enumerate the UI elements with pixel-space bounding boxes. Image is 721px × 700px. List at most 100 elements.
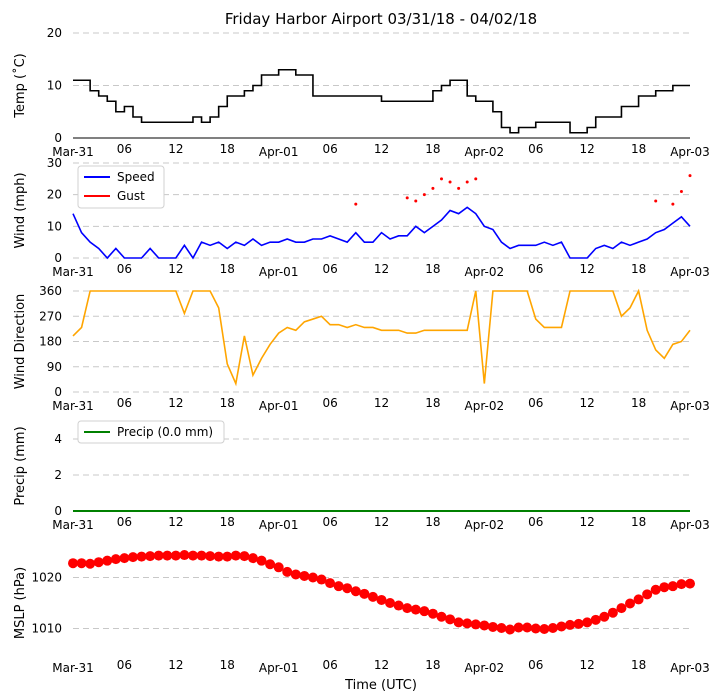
- x-tick-label: 12: [168, 658, 183, 672]
- data-point: [539, 624, 550, 635]
- data-point: [247, 553, 258, 564]
- series-line: [72, 288, 691, 387]
- x-tick-label: 18: [425, 142, 440, 156]
- data-point: [196, 550, 207, 561]
- x-tick-label: 12: [374, 262, 389, 276]
- panel-4: 0 2 4 Mar-31 06 12 18 Apr-01 06 12 18 Apr-02 06 12 18 A…: [13, 420, 710, 532]
- legend-label: Gust: [117, 189, 145, 203]
- panel-5: 1010 1020 Mar-31 06 12 18 Apr-01 06 12 18 Apr-02 06…: [13, 550, 710, 675]
- x-tick-label: Apr-02: [465, 399, 505, 413]
- data-point: [465, 180, 469, 184]
- data-point: [505, 624, 516, 635]
- data-point: [282, 566, 293, 577]
- x-tick-label: Apr-03: [670, 399, 710, 413]
- y-tick-label: 1010: [31, 622, 62, 636]
- data-point: [607, 607, 618, 618]
- data-point: [414, 199, 418, 203]
- x-tick-label: 18: [220, 142, 235, 156]
- data-point: [427, 608, 438, 619]
- y-tick-label: 10: [47, 219, 62, 233]
- data-point: [633, 594, 644, 605]
- y-axis-label: Precip (mm): [13, 426, 28, 505]
- data-point: [316, 574, 327, 585]
- y-tick-label: 20: [47, 26, 62, 40]
- data-point: [457, 186, 461, 190]
- legend-box: [77, 420, 225, 444]
- data-point: [290, 569, 301, 580]
- x-tick-label: 12: [168, 396, 183, 410]
- x-tick-label: Apr-01: [259, 145, 299, 159]
- data-point: [119, 553, 130, 564]
- x-tick-label: 18: [220, 262, 235, 276]
- data-point: [530, 623, 541, 634]
- data-point: [350, 586, 361, 597]
- data-point: [402, 603, 413, 614]
- x-tick-label: 18: [425, 658, 440, 672]
- data-point: [688, 174, 692, 178]
- data-point: [679, 190, 683, 193]
- y-tick-label: 180: [39, 335, 62, 349]
- data-point: [359, 588, 370, 599]
- y-tick-label: 0: [54, 385, 62, 399]
- data-point: [307, 572, 318, 583]
- x-tick-label: Mar-31: [52, 265, 93, 279]
- data-point: [299, 570, 310, 581]
- data-point: [590, 614, 601, 625]
- x-tick-label: 06: [322, 142, 337, 156]
- data-point: [213, 551, 224, 562]
- x-tick-label: Apr-02: [465, 661, 505, 675]
- data-point: [153, 550, 164, 561]
- y-tick-label: 2: [54, 468, 62, 482]
- y-tick-label: 20: [47, 188, 62, 202]
- x-tick-label: 06: [117, 658, 132, 672]
- data-point: [265, 559, 276, 570]
- y-axis-label: Wind Direction: [13, 294, 28, 390]
- x-tick-label: 06: [528, 515, 543, 529]
- data-point: [85, 558, 96, 569]
- data-point: [676, 579, 687, 590]
- x-tick-label: 18: [631, 142, 646, 156]
- x-axis-label: Time (UTC): [344, 678, 417, 693]
- x-tick-label: 12: [374, 658, 389, 672]
- data-point: [325, 578, 336, 589]
- x-tick-label: Apr-01: [259, 399, 299, 413]
- y-tick-label: 360: [39, 284, 62, 298]
- x-tick-label: 18: [220, 658, 235, 672]
- x-tick-label: Apr-02: [465, 518, 505, 532]
- data-point: [470, 619, 481, 630]
- x-tick-label: 18: [425, 262, 440, 276]
- data-point: [439, 177, 443, 181]
- data-point: [127, 552, 138, 563]
- data-point: [573, 618, 584, 629]
- data-point: [436, 611, 447, 622]
- x-tick-label: 06: [528, 396, 543, 410]
- y-axis-label: MSLP (hPa): [13, 567, 28, 639]
- data-point: [170, 550, 181, 561]
- data-point: [230, 550, 241, 561]
- y-tick-label: 0: [54, 131, 62, 145]
- y-tick-label: 30: [47, 156, 62, 170]
- x-tick-label: 12: [580, 515, 595, 529]
- data-point: [616, 603, 627, 614]
- data-point: [367, 591, 378, 602]
- x-tick-label: 18: [631, 396, 646, 410]
- data-point: [474, 177, 478, 181]
- series-line: [73, 68, 690, 134]
- data-point: [419, 606, 430, 617]
- x-tick-label: 12: [374, 142, 389, 156]
- data-point: [671, 202, 675, 206]
- x-tick-label: Apr-02: [465, 265, 505, 279]
- x-tick-label: Mar-31: [52, 145, 93, 159]
- x-tick-label: 12: [168, 262, 183, 276]
- data-point: [582, 617, 593, 628]
- legend: Speed Gust: [77, 165, 165, 209]
- data-point: [162, 550, 173, 561]
- data-point: [136, 551, 147, 562]
- data-point: [179, 550, 190, 561]
- data-point: [599, 611, 610, 622]
- data-point: [667, 581, 678, 592]
- y-tick-label: 90: [47, 360, 62, 374]
- data-point: [410, 604, 421, 615]
- x-tick-label: Mar-31: [52, 399, 93, 413]
- x-tick-label: 18: [631, 515, 646, 529]
